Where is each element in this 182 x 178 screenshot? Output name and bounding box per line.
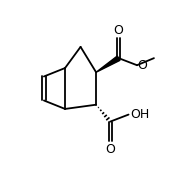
Text: O: O: [138, 59, 148, 72]
Polygon shape: [96, 56, 120, 72]
Text: OH: OH: [130, 108, 149, 121]
Text: O: O: [114, 24, 124, 37]
Text: O: O: [105, 143, 115, 156]
